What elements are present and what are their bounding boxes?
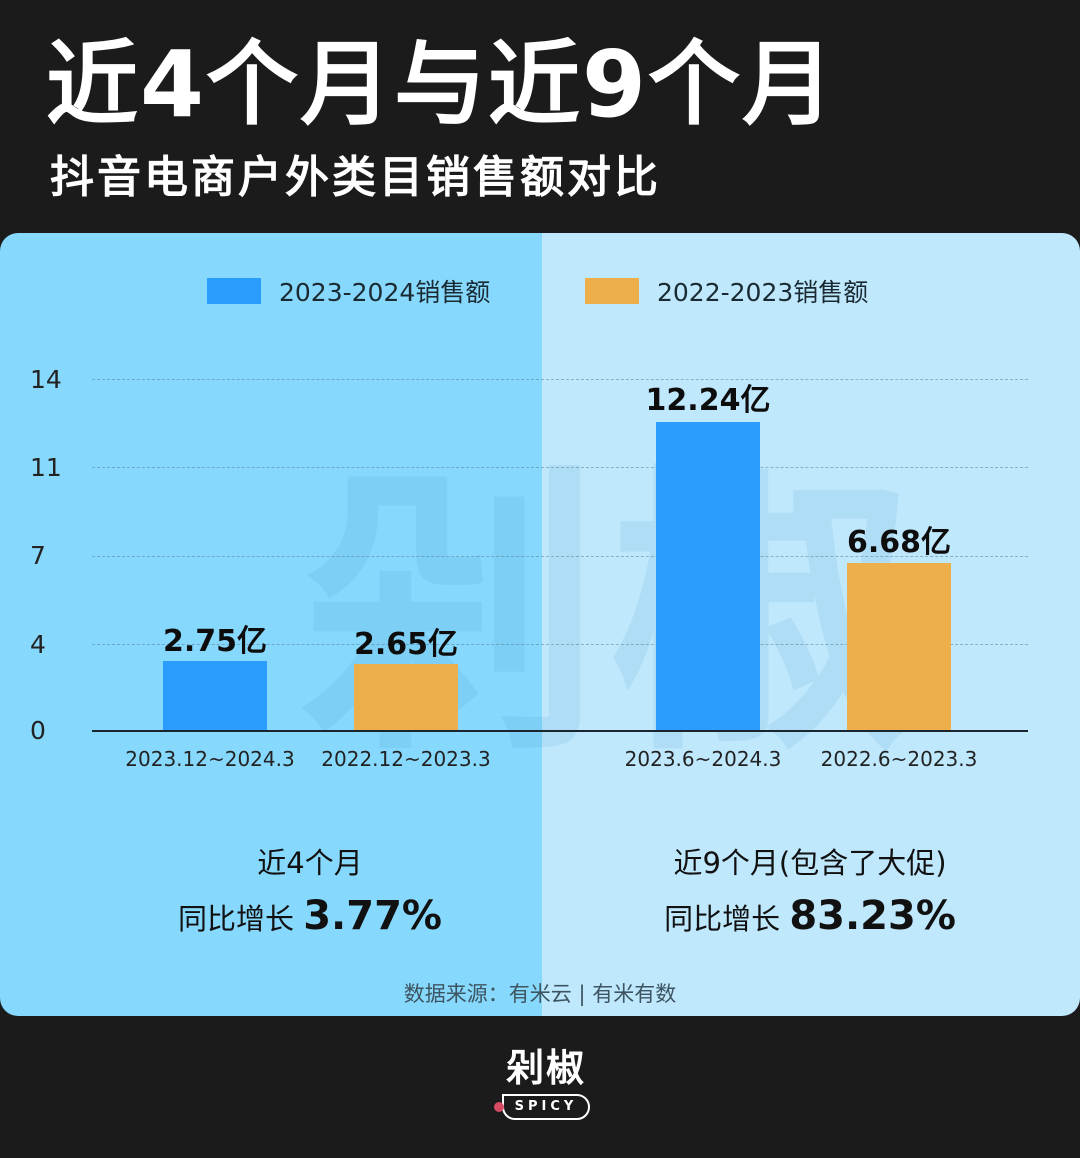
growth-label: 同比增长 [177,902,294,936]
legend-item-2022-2023: 2022-2023销售额 [585,273,868,309]
summary-right-growth: 同比增长 83.23% [640,893,980,939]
bar-2022.6-2023.3 [847,563,951,730]
value-label: 6.68亿 [846,525,952,560]
y-tick-14: 14 [30,365,62,394]
y-tick-11: 11 [30,453,62,482]
x-category-label: 2022.6~2023.3 [820,747,978,771]
bar-2023.6-2024.3 [656,422,760,730]
page-subtitle: 抖音电商户外类目销售额对比 [50,152,661,203]
logo-badge: SPICY [494,1094,590,1120]
legend-swatch-blue [207,278,261,304]
watermark: 剁椒 [300,442,920,791]
data-source: 数据来源：有米云 | 有米有数 [403,982,677,1006]
x-category-label: 2023.6~2024.3 [624,747,782,771]
logo-text-cn: 剁椒 [505,1046,586,1090]
growth-label: 同比增长 [664,902,781,936]
x-category-label: 2023.12~2024.3 [125,747,295,771]
y-tick-4: 4 [30,630,46,659]
legend-label: 2022-2023销售额 [657,278,869,307]
summary-right-title: 近9个月(包含了大促) [673,846,947,880]
value-label: 12.24亿 [645,383,771,418]
growth-value: 3.77% [303,893,442,939]
growth-value: 83.23% [789,893,956,939]
legend-item-2023-2024: 2023-2024销售额 [207,273,490,309]
value-label: 2.75亿 [162,624,268,659]
x-axis-line [92,730,1028,732]
logo-dot-icon [494,1102,504,1112]
legend-swatch-orange [585,278,639,304]
summary-left-growth: 同比增长 3.77% [160,893,460,939]
bar-2022.12-2023.3 [354,664,458,730]
gridline [92,644,1028,645]
bar-2023.12-2024.3 [163,661,267,730]
value-label: 2.65亿 [353,627,459,662]
page-title: 近4个月与近9个月 [46,31,837,138]
y-tick-7: 7 [30,541,46,570]
gridline [92,556,1028,557]
y-tick-0: 0 [30,716,46,745]
panel-left [0,233,542,1016]
logo-text-en: SPICY [514,1099,578,1114]
chart-card: 剁椒 2023-2024销售额 2022-2023销售额 14 11 7 4 0… [0,233,1080,1016]
gridline [92,467,1028,468]
x-category-label: 2022.12~2023.3 [321,747,491,771]
legend-label: 2023-2024销售额 [279,278,491,307]
gridline [92,379,1028,380]
panel-right [542,233,1080,1016]
brand-logo: 剁椒 SPICY [494,1046,596,1120]
summary-left-title: 近4个月 [257,846,363,880]
